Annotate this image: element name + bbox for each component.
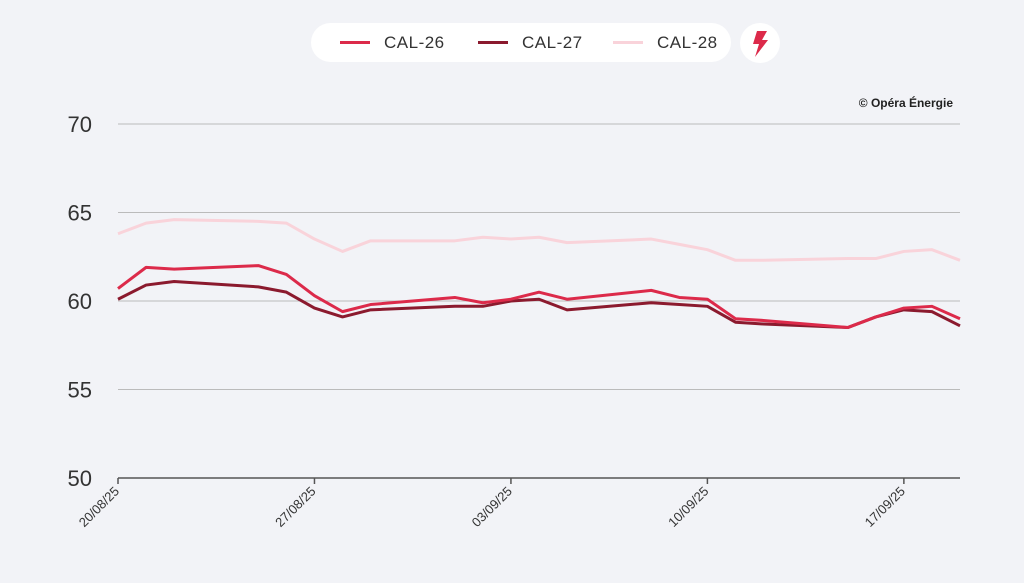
legend-label: CAL-26 <box>384 32 445 52</box>
y-tick-label: 65 <box>68 201 92 226</box>
y-tick-label: 70 <box>68 112 92 137</box>
copyright: © Opéra Énergie <box>858 96 953 110</box>
legend-item-cal-27[interactable]: CAL-27 <box>478 23 583 62</box>
legend-swatch <box>613 41 643 44</box>
legend-swatch <box>478 41 508 44</box>
y-tick-label: 60 <box>68 289 92 314</box>
x-tick-label: 27/08/25 <box>272 484 318 530</box>
y-tick-label: 50 <box>68 466 92 491</box>
legend-label: CAL-28 <box>657 32 718 52</box>
lightning-bolt-icon[interactable] <box>740 23 780 63</box>
legend: CAL-26 CAL-27 CAL-28 <box>311 23 731 62</box>
series-line-cal-26 <box>117 264 961 330</box>
x-tick-label: 17/09/25 <box>862 484 908 530</box>
legend-item-cal-26[interactable]: CAL-26 <box>340 23 445 62</box>
x-tick-label: 10/09/25 <box>665 484 711 530</box>
y-tick-label: 55 <box>68 378 92 403</box>
series-line-cal-27 <box>117 280 961 330</box>
legend-item-cal-28[interactable]: CAL-28 <box>613 23 718 62</box>
legend-swatch <box>340 41 370 44</box>
x-tick-label: 03/09/25 <box>469 484 515 530</box>
legend-label: CAL-27 <box>522 32 583 52</box>
series-line-cal-28 <box>117 218 961 262</box>
